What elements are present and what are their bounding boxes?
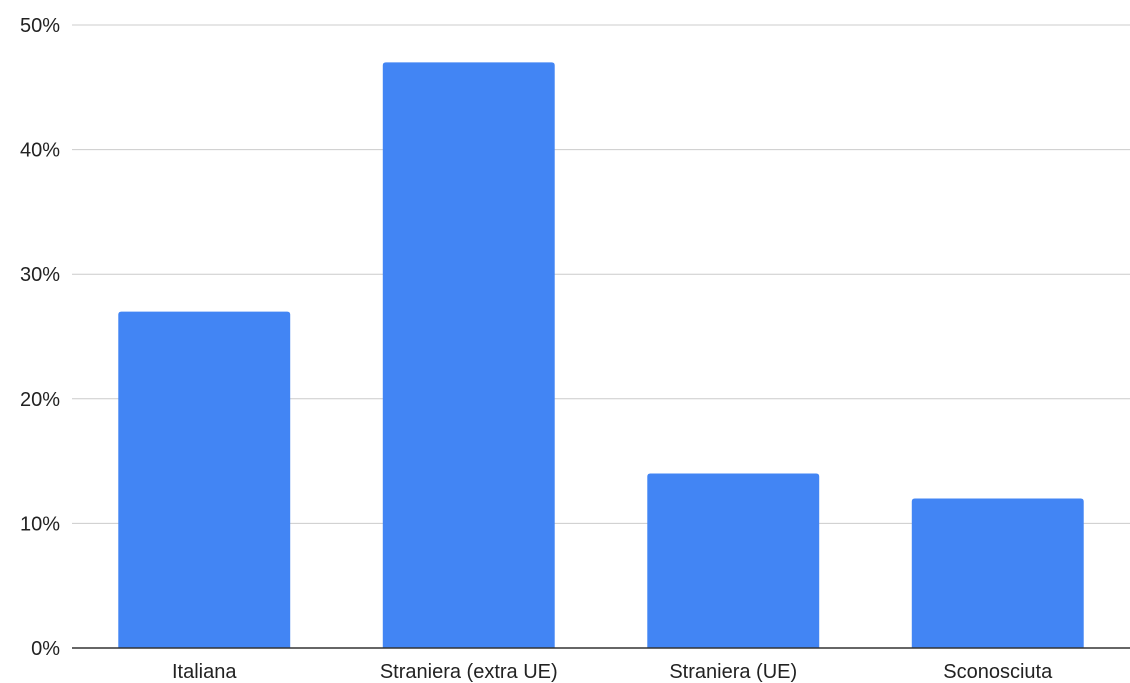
y-tick-label: 50% bbox=[20, 15, 60, 37]
x-tick-label: Straniera (UE) bbox=[669, 661, 797, 683]
bar-italiana bbox=[118, 311, 291, 648]
x-tick-label: Sconosciuta bbox=[943, 661, 1053, 683]
x-tick-label: Straniera (extra UE) bbox=[380, 661, 558, 683]
bar-straniera-ue bbox=[647, 473, 820, 648]
y-tick-label: 30% bbox=[20, 264, 60, 286]
y-tick-label: 0% bbox=[31, 638, 60, 660]
y-axis-tick-labels: 0% 10% 20% 30% 40% 50% bbox=[20, 15, 60, 660]
y-tick-label: 20% bbox=[20, 389, 60, 411]
x-tick-label: Italiana bbox=[172, 661, 237, 683]
y-tick-label: 10% bbox=[20, 513, 60, 535]
y-tick-label: 40% bbox=[20, 140, 60, 162]
x-axis-tick-labels: Italiana Straniera (extra UE) Straniera (U… bbox=[172, 661, 1053, 683]
bar-straniera-extra-ue bbox=[382, 62, 555, 648]
bars bbox=[118, 62, 1084, 648]
bar-sconosciuta bbox=[911, 498, 1084, 648]
